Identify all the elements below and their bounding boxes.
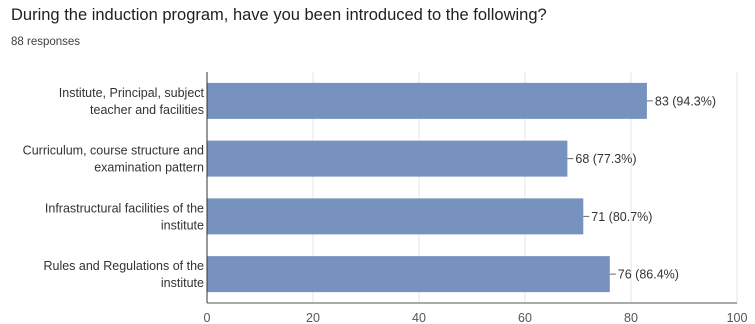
category-label: examination pattern [94,161,204,175]
data-label: 83 (94.3%) [655,94,716,108]
x-tick-label: 0 [204,311,211,324]
category-label: Rules and Regulations of the [43,259,204,273]
x-tick-label: 80 [624,311,638,324]
x-tick-label: 60 [518,311,532,324]
data-label: 68 (77.3%) [575,152,636,166]
category-label: institute [161,276,204,290]
chart-title: During the induction program, have you b… [11,6,547,24]
category-label: teacher and facilities [90,103,204,117]
category-label: Curriculum, course structure and [23,144,204,158]
response-count: 88 responses [11,36,81,48]
bar [207,256,610,293]
category-label: Infrastructural facilities of the [45,201,204,215]
data-label: 71 (80.7%) [591,210,652,224]
x-tick-label: 100 [727,311,748,324]
bar [207,198,584,235]
data-label: 76 (86.4%) [618,268,679,282]
bar [207,82,647,119]
x-tick-label: 40 [412,311,426,324]
category-label: institute [161,218,204,232]
x-tick-label: 20 [306,311,320,324]
category-label: Institute, Principal, subject [59,86,205,100]
bar [207,140,568,177]
